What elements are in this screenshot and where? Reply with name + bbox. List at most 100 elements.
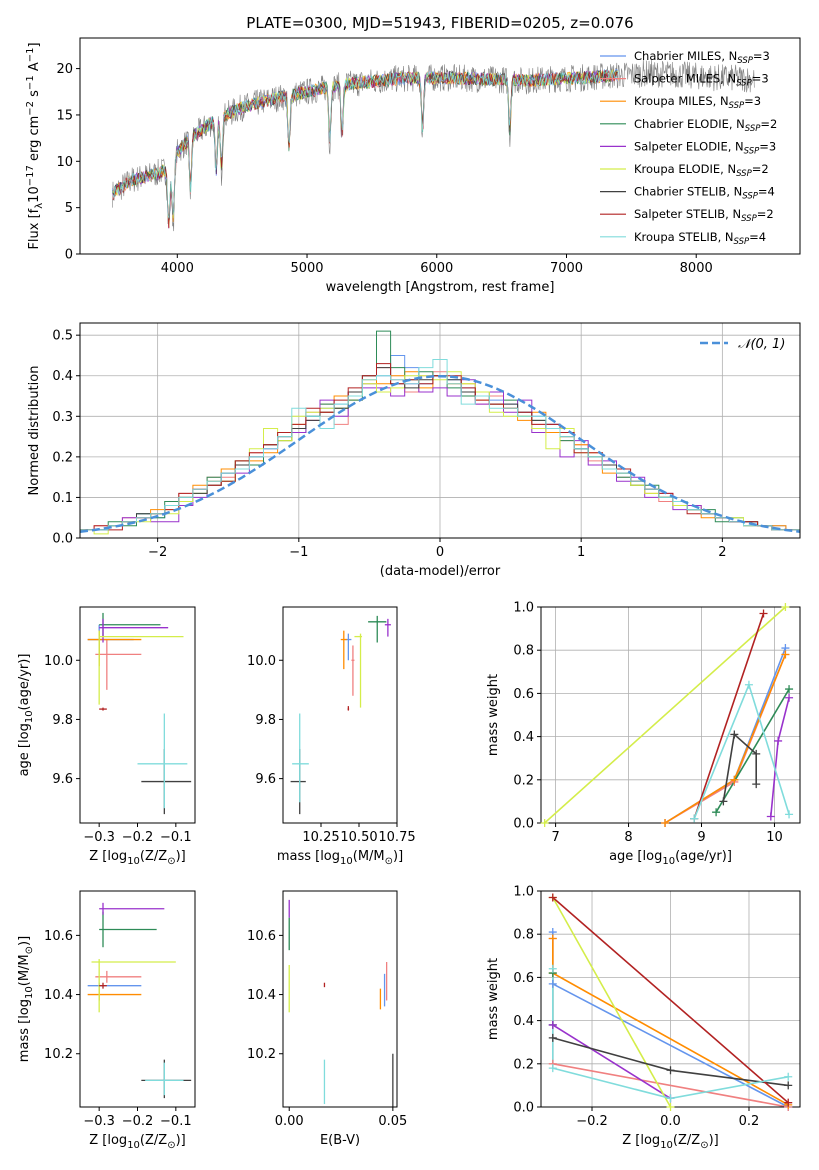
legend-count: =3 [759,139,776,153]
panel-massweight_vs_Z: −0.2 0.0 0.2 0.0 0.2 0.4 0.6 0.8 1.0 Z [log10(Z/Z… [486,885,801,1151]
label-part: s [27,90,42,101]
label-part: mass [log [17,999,32,1062]
weight-marker [785,685,794,694]
x-tick-label: 8 [624,830,632,845]
y-tick-label: 0.3 [52,410,73,425]
y-tick-label: 9.6 [52,772,73,787]
y-tick-label: 0.0 [513,817,534,832]
axes-frame [282,606,398,824]
axes-frame [79,322,801,539]
axes-frame [282,890,398,1108]
figure-title: PLATE=0300, MJD=51943, FIBERID=0205, z=0… [246,14,633,32]
label-part: mass weight [486,958,501,1040]
weight-marker [759,609,768,618]
weight-marker [548,1033,557,1042]
plot-area [87,612,192,815]
y-tick-label: 9.8 [52,713,73,728]
legend-entry: Salpeter MILES, NSSP=3 [634,72,769,89]
y-tick-label: 10.6 [44,929,73,944]
y-tick-label: 0.0 [52,532,73,547]
y-tick-label: 1.0 [513,885,534,900]
label-part: wavelength [Angstrom, rest frame] [326,280,555,295]
weight-marker [666,1066,675,1075]
legend-text: Kroupa STELIB, N [634,230,734,244]
label-part: mass weight [486,674,501,756]
y-tick-label: 0.4 [513,730,534,745]
weight-marker [784,1081,793,1090]
axes-frame [79,606,196,824]
legend-text: Kroupa MILES, N [634,94,729,108]
label-part: −2 [25,101,36,116]
panel-age_vs_Z: −0.3 −0.2 −0.19.69.810.0Z [log10(Z/Z⊙)]age… [17,606,196,867]
x-tick-label: 1 [577,545,585,560]
y-tick-label: 0.5 [52,329,73,344]
weight-marker [690,814,699,823]
y-tick-label: 10.4 [44,988,73,1003]
weight-series-line [722,732,758,802]
x-tick-label: −0.1 [160,1114,192,1129]
y-axis-label: mass weight [486,958,501,1040]
label-part: )] [176,849,186,864]
y-axis-label: mass weight [486,674,501,756]
x-tick-label: −0.2 [122,1114,154,1129]
y-tick-label: 9.8 [255,713,276,728]
spectrum-model-line [112,69,619,229]
label-part: 10 [340,856,353,867]
weight-series-line [552,896,789,1104]
legend-entry: 𝒩(0, 1) [738,337,785,352]
y-tick-label: 10.0 [247,654,276,669]
legend-text: Chabrier STELIB, N [634,185,742,199]
x-tick-label: 10 [766,830,783,845]
weight-series-line [552,897,672,1107]
x-axis-label: Z [log10(Z/Z⊙)] [89,1133,185,1151]
panel-spectrum: 4000 5000 6000 7000 8000 0 5 10 15 20 wavelength [… [25,37,801,295]
y-tick-label: 0 [65,248,73,263]
legend-subscript: SSP [729,101,745,111]
plot-area [290,615,391,815]
x-tick-label: 10.75 [378,830,415,845]
legend-entry: Salpeter STELIB, NSSP=2 [634,207,774,224]
y-tick-label: 10.4 [247,988,276,1003]
spectrum-model-line [112,69,619,219]
legend-entry: Chabrier MILES, NSSP=3 [634,49,770,66]
y-tick-label: 0.1 [52,491,73,506]
panel-age_vs_mass: 10.25 10.50 10.75 9.6 9.8 10.0 mass [log10(M/M… [247,606,416,867]
weight-marker [785,693,794,702]
weight-marker [666,1094,675,1103]
label-part: )] [176,1133,186,1148]
y-tick-label: 10 [56,155,73,170]
label-part: (M/M [17,954,32,986]
legend-count: =3 [753,49,770,63]
y-tick-label: 0.4 [52,369,73,384]
label-part: ] [27,42,42,47]
x-tick-label: −0.3 [83,830,115,845]
label-part: (M/M [353,849,385,864]
weight-marker [781,650,790,659]
weight-marker [766,812,775,821]
weight-marker [548,893,557,902]
x-tick-label: 0.00 [275,1114,304,1129]
label-part: ⊙ [24,946,35,954]
x-axis-label: (data-model)/error [380,564,501,579]
label-part: age [log [609,849,662,864]
label-part: −1 [25,75,36,90]
x-tick-label: 8000 [680,261,713,276]
legend-subscript: SSP [741,214,757,224]
x-tick-label: 10.50 [340,830,377,845]
label-part: ⊙ [167,856,175,867]
legend-count: =4 [758,185,775,199]
x-tick-label: 2 [718,545,726,560]
y-tick-label: 0.6 [513,687,534,702]
weight-marker [666,1103,675,1111]
label-part: (data-model)/error [380,564,501,579]
legend-count: =3 [752,72,769,86]
label-part: 10 [127,1140,140,1151]
x-tick-label: 0.05 [378,1114,407,1129]
weight-series-line [552,1024,671,1100]
y-axis-label: Flux [fλ10−17 erg cm−2 s−1 A−1] [25,42,45,249]
x-tick-label: 6000 [420,261,453,276]
y-axis-label: Normed distribution [27,366,42,496]
x-axis-label: Z [log10(Z/Z⊙)] [622,1133,718,1151]
y-tick-label: 5 [65,201,73,216]
